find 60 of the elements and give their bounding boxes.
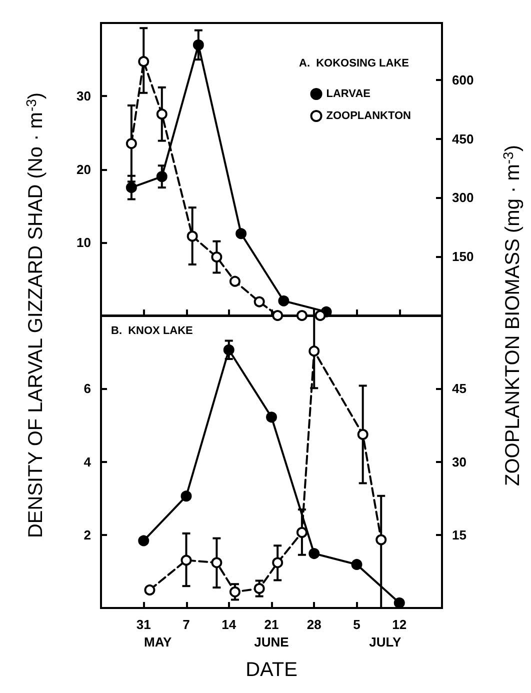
point (156, 171, 168, 182)
y-tick-label: 4 (84, 454, 92, 470)
point (180, 554, 192, 566)
text: A. KOKOSING LAKE (298, 58, 410, 70)
y-axis-title: DENSITY OF LARVAL GIZZARD SHAD (No · m-3) (23, 92, 47, 538)
y2-tick-label: 300 (452, 190, 474, 206)
text: B. KNOX LAKE (111, 325, 193, 337)
y2-tick-label: 45 (452, 381, 466, 396)
text: JUNE (254, 634, 290, 650)
point (296, 526, 308, 538)
x-tick-label: 5 (353, 617, 360, 632)
point (126, 138, 137, 150)
point (278, 295, 290, 306)
y-tick-label: 10 (76, 234, 91, 250)
y2-axis-title: ZOOPLANKTON BIOMASS (mg · m-3) (500, 144, 524, 486)
y-tick-label: 20 (76, 162, 91, 177)
point (138, 535, 150, 546)
point (223, 344, 234, 356)
point (272, 310, 284, 321)
point (211, 252, 222, 262)
point (296, 310, 308, 321)
point (236, 228, 247, 240)
point (376, 534, 387, 546)
y-tick-label: 6 (84, 381, 91, 396)
point (266, 412, 277, 423)
point (308, 548, 320, 560)
y2-tick-label: 15 (452, 527, 466, 542)
point (351, 558, 362, 570)
y2-tick-label: 600 (452, 72, 474, 88)
point (394, 597, 405, 608)
y-tick-label: 30 (76, 88, 91, 104)
y-tick-label: 2 (84, 527, 91, 542)
point (229, 586, 240, 598)
text: MAY (144, 634, 172, 650)
text: JULY (369, 634, 402, 650)
x-tick-label: 28 (306, 617, 322, 632)
point (229, 276, 240, 287)
y2-tick-label: 30 (452, 454, 466, 470)
y2-tick-label: 450 (452, 131, 474, 146)
legend-label: LARVAE (326, 88, 370, 100)
point (272, 557, 284, 568)
point (211, 557, 222, 568)
point (186, 230, 198, 242)
x-tick-label: 14 (222, 617, 237, 632)
legend-label: ZOOPLANKTON (326, 110, 412, 122)
point (156, 108, 168, 120)
point (254, 583, 265, 594)
point (192, 39, 204, 50)
x-tick-label: 21 (264, 617, 279, 632)
point (138, 56, 150, 67)
point (308, 346, 320, 357)
point (254, 296, 265, 308)
y2-tick-label: 150 (452, 249, 474, 264)
x-tick-label: 12 (392, 617, 407, 632)
x-tick-label: 7 (182, 617, 190, 632)
point (357, 428, 368, 440)
x-tick-label: 31 (136, 617, 151, 632)
x-axis-title: DATE (246, 659, 298, 681)
point (180, 490, 192, 502)
point (144, 584, 156, 596)
